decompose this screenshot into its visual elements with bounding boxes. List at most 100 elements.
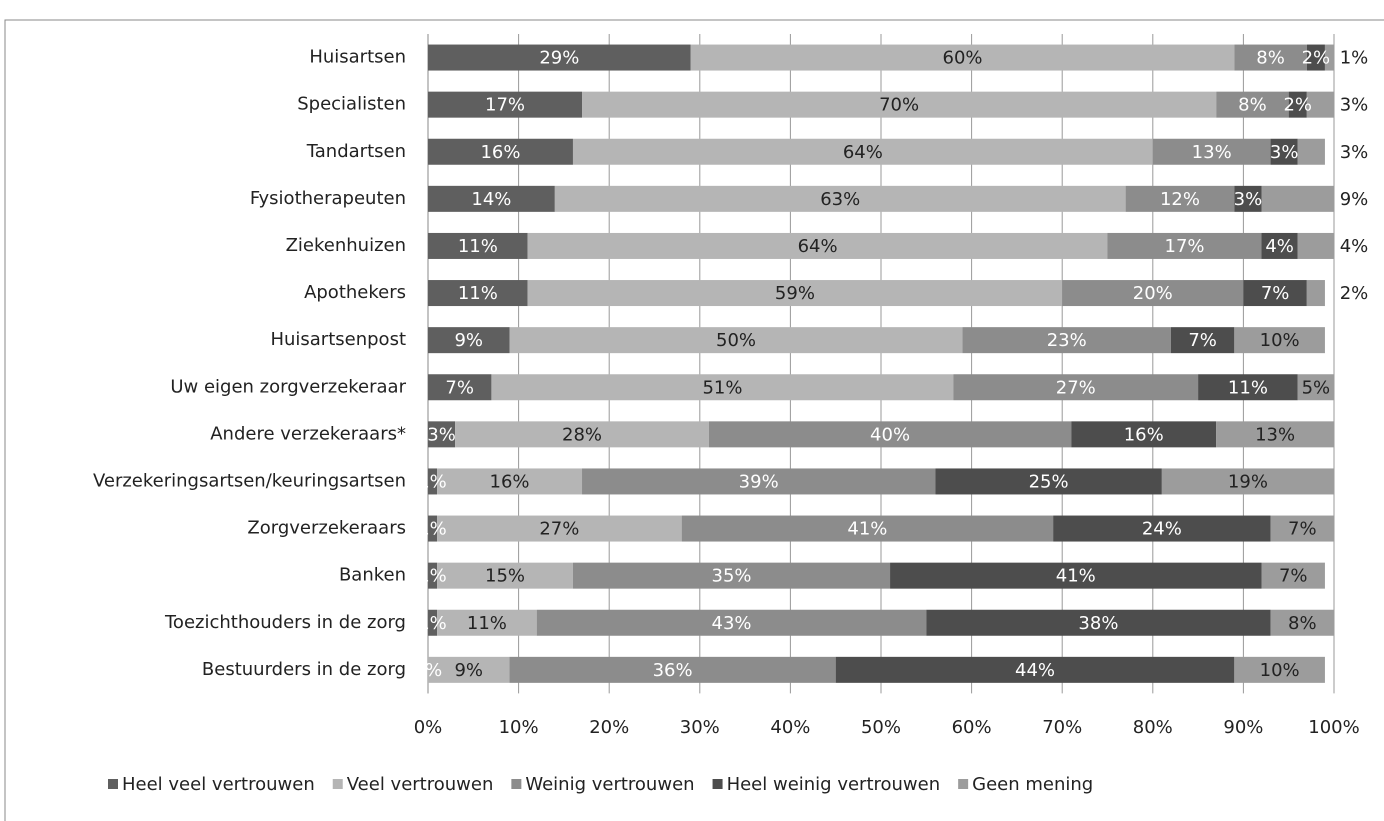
data-label: 36% bbox=[653, 660, 693, 681]
data-label: 10% bbox=[1260, 330, 1300, 351]
data-label: 7% bbox=[445, 377, 474, 398]
data-label: 63% bbox=[820, 189, 860, 210]
bar-segment bbox=[437, 515, 682, 542]
bar-segment bbox=[1125, 185, 1235, 212]
data-label: 2% bbox=[1283, 95, 1312, 116]
bar-segment bbox=[1234, 656, 1325, 683]
data-label: 28% bbox=[562, 424, 602, 445]
data-label: 11% bbox=[1228, 377, 1268, 398]
bar-segment bbox=[428, 91, 583, 118]
data-label: 1% bbox=[418, 519, 447, 540]
data-label: 3% bbox=[427, 424, 456, 445]
legend-swatch bbox=[511, 779, 522, 789]
data-label: 11% bbox=[458, 236, 498, 257]
bar-segment bbox=[437, 562, 573, 589]
data-label: 23% bbox=[1047, 330, 1087, 351]
data-label: 40% bbox=[870, 424, 910, 445]
bar-segment bbox=[1306, 91, 1334, 118]
bar-segment bbox=[572, 138, 1153, 165]
data-label: 13% bbox=[1192, 142, 1232, 163]
data-label: 60% bbox=[943, 48, 983, 69]
bar-segment bbox=[582, 468, 936, 495]
legend-swatch bbox=[332, 779, 343, 789]
x-tick-label: 0% bbox=[414, 717, 443, 738]
bar-segment bbox=[1216, 91, 1289, 118]
data-label: 43% bbox=[712, 613, 752, 634]
data-label: 16% bbox=[490, 471, 530, 492]
data-label: 8% bbox=[1288, 613, 1317, 634]
data-label: 41% bbox=[847, 519, 887, 540]
x-tick-label: 20% bbox=[589, 717, 629, 738]
bar-segment bbox=[428, 280, 528, 307]
data-label: 14% bbox=[471, 189, 511, 210]
data-label: 2% bbox=[1302, 48, 1331, 69]
data-label: 1% bbox=[418, 566, 447, 587]
bar-segment bbox=[428, 468, 438, 495]
data-label: 7% bbox=[1188, 330, 1217, 351]
bar-segment bbox=[681, 515, 1054, 542]
bar-segment bbox=[428, 609, 438, 636]
data-label: 17% bbox=[1165, 236, 1205, 257]
data-label: 9% bbox=[454, 660, 483, 681]
data-label: 3% bbox=[1340, 95, 1369, 116]
x-tick-label: 30% bbox=[680, 717, 720, 738]
bar-segment bbox=[835, 656, 1235, 683]
category-label: Apothekers bbox=[304, 282, 406, 303]
data-label: 17% bbox=[485, 95, 525, 116]
data-label: 11% bbox=[467, 613, 507, 634]
bar-segment bbox=[1107, 232, 1262, 259]
data-label: 51% bbox=[702, 377, 742, 398]
data-label: 16% bbox=[480, 142, 520, 163]
x-tick-label: 100% bbox=[1308, 717, 1359, 738]
bar-segment bbox=[1198, 374, 1298, 401]
legend-label: Heel weinig vertrouwen bbox=[727, 774, 941, 795]
data-label: 3% bbox=[1234, 189, 1263, 210]
data-label: 1% bbox=[418, 471, 447, 492]
legend-label: Weinig vertrouwen bbox=[525, 774, 694, 795]
data-label: 16% bbox=[1124, 424, 1164, 445]
bar-segment bbox=[527, 280, 1063, 307]
data-label: 25% bbox=[1029, 471, 1069, 492]
x-tick-label: 80% bbox=[1133, 717, 1173, 738]
data-label: 24% bbox=[1142, 519, 1182, 540]
bar-segment bbox=[1297, 232, 1334, 259]
bar-segment bbox=[1243, 280, 1307, 307]
bar-segment bbox=[1261, 232, 1298, 259]
category-label: Fysiotherapeuten bbox=[250, 188, 406, 209]
x-tick-label: 40% bbox=[770, 717, 810, 738]
bar-segment bbox=[455, 421, 709, 448]
data-label: 7% bbox=[1288, 519, 1317, 540]
bar-segment bbox=[1270, 609, 1334, 636]
bar-segment bbox=[428, 515, 438, 542]
bar-segment bbox=[582, 91, 1217, 118]
x-tick-label: 10% bbox=[499, 717, 539, 738]
x-tick-label: 90% bbox=[1223, 717, 1263, 738]
bar-segment bbox=[437, 609, 537, 636]
bar-segment bbox=[428, 185, 555, 212]
data-label: 5% bbox=[1302, 377, 1331, 398]
data-label: 15% bbox=[485, 566, 525, 587]
data-label: 7% bbox=[1261, 283, 1290, 304]
data-label: 38% bbox=[1078, 613, 1118, 634]
data-label: 0% bbox=[414, 660, 443, 681]
bar-segment bbox=[1270, 138, 1298, 165]
bar-segment bbox=[953, 374, 1199, 401]
bar-segment bbox=[926, 609, 1271, 636]
bar-segment bbox=[1270, 515, 1334, 542]
bar-segment bbox=[1306, 280, 1325, 307]
bar-segment bbox=[1261, 562, 1325, 589]
bar-segment bbox=[428, 374, 492, 401]
bar-segment bbox=[935, 468, 1162, 495]
data-label: 10% bbox=[1260, 660, 1300, 681]
x-tick-label: 70% bbox=[1042, 717, 1082, 738]
data-label: 27% bbox=[539, 519, 579, 540]
category-label: Specialisten bbox=[297, 94, 406, 115]
bar-segment bbox=[1297, 374, 1334, 401]
legend-label: Heel veel vertrouwen bbox=[122, 774, 315, 795]
data-label: 59% bbox=[775, 283, 815, 304]
legend-label: Veel vertrouwen bbox=[347, 774, 494, 795]
category-label: Uw eigen zorgverzekeraar bbox=[170, 376, 406, 397]
data-label: 3% bbox=[1270, 142, 1299, 163]
bar-segment bbox=[1324, 44, 1334, 71]
